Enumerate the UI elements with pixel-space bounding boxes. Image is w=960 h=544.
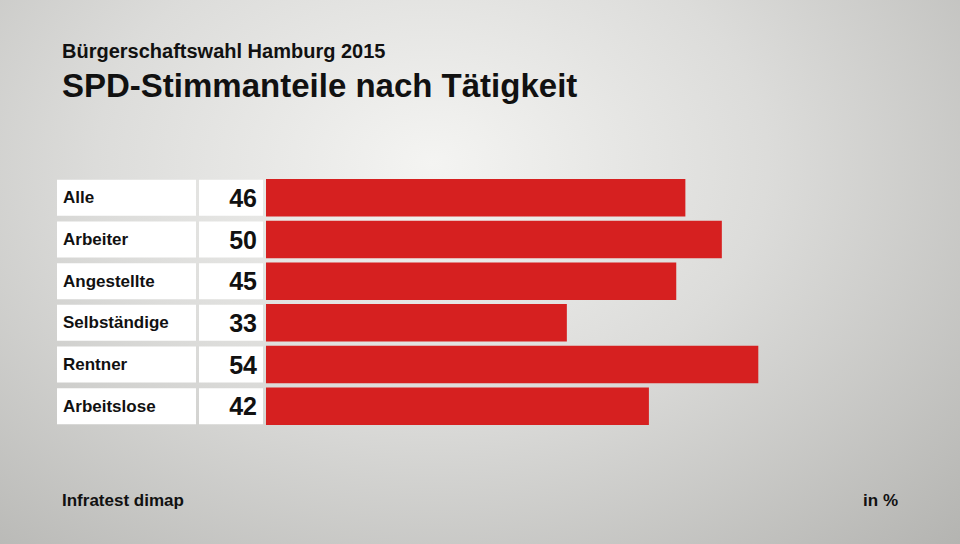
svg-text:Selbständige: Selbständige — [63, 313, 169, 332]
svg-text:Infratest dimap: Infratest dimap — [62, 491, 184, 510]
svg-text:Alle: Alle — [63, 188, 94, 207]
svg-text:Angestellte: Angestellte — [63, 272, 155, 291]
svg-text:54: 54 — [229, 351, 257, 379]
svg-text:45: 45 — [229, 267, 257, 295]
svg-text:33: 33 — [229, 309, 257, 337]
svg-text:42: 42 — [229, 392, 257, 420]
svg-text:Arbeitslose: Arbeitslose — [63, 397, 156, 416]
svg-text:SPD-Stimmanteile nach Tätigkei: SPD-Stimmanteile nach Tätigkeit — [62, 67, 577, 104]
svg-text:Arbeiter: Arbeiter — [63, 230, 129, 249]
svg-text:46: 46 — [229, 184, 257, 212]
svg-text:Bürgerschaftswahl Hamburg 2015: Bürgerschaftswahl Hamburg 2015 — [62, 40, 385, 62]
svg-text:in %: in % — [863, 491, 898, 510]
svg-text:Rentner: Rentner — [63, 355, 128, 374]
svg-text:50: 50 — [229, 226, 257, 254]
